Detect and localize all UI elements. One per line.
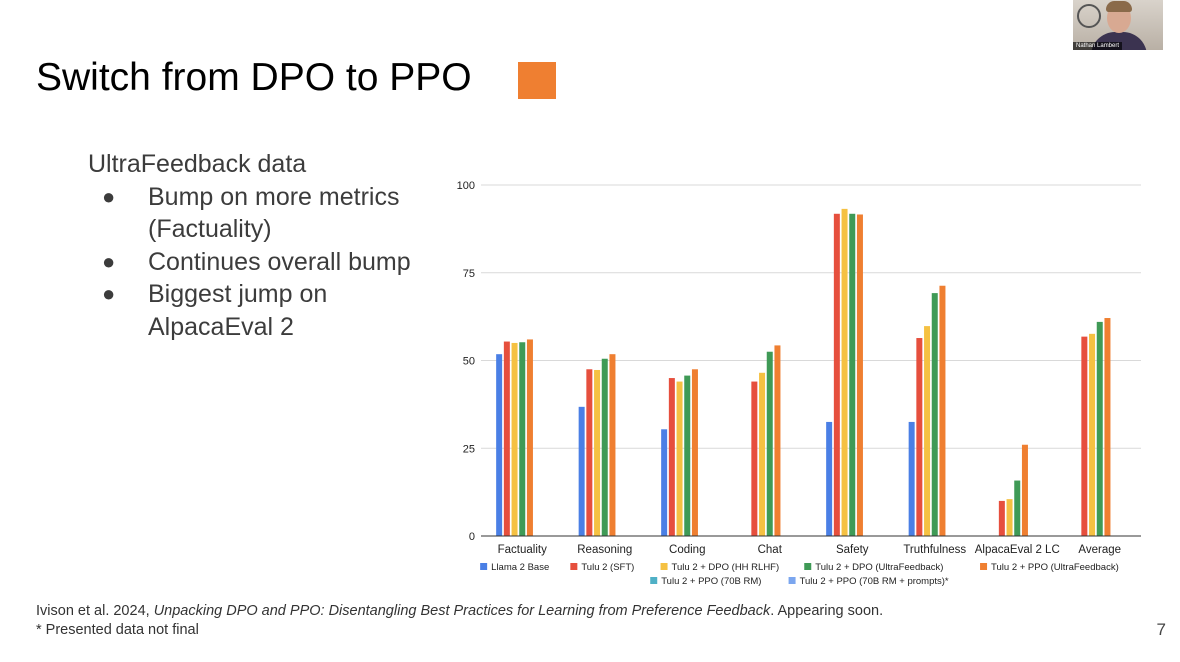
presenter-hair xyxy=(1106,1,1132,12)
legend-swatch xyxy=(480,563,488,570)
bar xyxy=(1006,499,1013,536)
legend-swatch xyxy=(660,563,668,570)
bullet-lead: UltraFeedback data xyxy=(88,150,307,178)
bullet-text: Continues overall bump xyxy=(148,247,411,276)
bar xyxy=(496,354,503,536)
legend-label: Llama 2 Base xyxy=(491,562,549,573)
y-tick-label: 100 xyxy=(457,180,475,192)
bar xyxy=(661,429,668,536)
bar xyxy=(908,421,915,536)
legend-label: Tulu 2 + PPO (70B RM) xyxy=(661,576,761,587)
bar xyxy=(759,372,766,536)
bar xyxy=(1096,321,1103,536)
x-tick-label: Coding xyxy=(669,544,705,556)
bar xyxy=(916,338,923,536)
legend-label: Tulu 2 + DPO (UltraFeedback) xyxy=(815,562,943,573)
bar xyxy=(1021,444,1028,536)
y-tick-label: 75 xyxy=(463,268,475,280)
y-tick-label: 25 xyxy=(463,443,475,455)
legend-swatch xyxy=(980,563,988,570)
bar xyxy=(826,421,833,536)
bullet-text: Bump on more metrics (Factuality) xyxy=(148,182,400,244)
webcam-name-label: Nathan Lambert xyxy=(1073,42,1123,50)
x-tick-label: Average xyxy=(1078,544,1121,556)
bicycle-wheel-icon xyxy=(1077,4,1101,28)
bar xyxy=(503,341,510,536)
bullet-item: ● Biggest jump on AlpacaEval 2 xyxy=(88,278,448,343)
data-note: * Presented data not final xyxy=(36,621,199,638)
x-tick-label: Safety xyxy=(836,544,869,556)
bar-chart: 0 25 50 75 100 Factuality Reasoning Coding Chat S… xyxy=(457,180,1141,587)
bar xyxy=(833,213,840,537)
bar xyxy=(601,358,608,536)
legend-swatch xyxy=(804,563,812,570)
legend-label: Tulu 2 (SFT) xyxy=(581,562,634,573)
bar xyxy=(766,351,773,536)
bar xyxy=(511,342,518,536)
bar xyxy=(594,369,601,536)
bar xyxy=(586,369,593,536)
bar xyxy=(578,406,585,536)
legend-label: Tulu 2 + PPO (70B RM + prompts)* xyxy=(800,576,949,587)
bar xyxy=(519,342,526,536)
bar xyxy=(849,213,856,537)
bullet-dot-icon: ● xyxy=(102,248,116,274)
bullet-item: ● Continues overall bump xyxy=(88,246,448,279)
x-tick-label: Truthfulness xyxy=(903,544,966,556)
bar xyxy=(676,381,683,536)
bar xyxy=(1089,333,1096,536)
bar xyxy=(841,208,848,537)
x-tick-label: Reasoning xyxy=(577,544,632,556)
bullet-dot-icon: ● xyxy=(102,281,116,306)
x-tick-label: Chat xyxy=(758,544,783,556)
bar xyxy=(998,500,1005,536)
bullet-text: Biggest jump on AlpacaEval 2 xyxy=(148,280,328,341)
bar xyxy=(924,326,931,536)
citation-title: Unpacking DPO and PPO: Disentangling Bes… xyxy=(153,603,771,619)
citation-prefix: Ivison et al. 2024, xyxy=(36,603,154,619)
bar xyxy=(609,354,616,536)
bar xyxy=(856,214,863,536)
bar xyxy=(526,339,533,536)
page-number: 7 xyxy=(1156,620,1166,639)
slide-title: Switch from DPO to PPO xyxy=(36,56,472,99)
y-tick-label: 0 xyxy=(469,531,475,543)
bullet-item: ● Bump on more metrics (Factuality) xyxy=(88,181,448,246)
bar xyxy=(668,378,675,536)
bar xyxy=(931,293,938,536)
citation-line: Ivison et al. 2024, Unpacking DPO and PP… xyxy=(36,602,883,621)
bar xyxy=(751,381,758,536)
accent-square xyxy=(518,62,556,99)
bullet-list: ● Bump on more metrics (Factuality) ● Co… xyxy=(88,181,448,344)
legend-swatch xyxy=(650,577,658,584)
bar xyxy=(939,285,946,536)
footer-citation: Ivison et al. 2024, Unpacking DPO and PP… xyxy=(36,602,883,639)
bar xyxy=(1104,318,1111,536)
bar xyxy=(691,369,698,536)
legend-swatch xyxy=(788,577,796,584)
citation-suffix: . Appearing soon. xyxy=(770,603,884,619)
y-tick-label: 50 xyxy=(463,356,475,368)
bar xyxy=(774,345,781,536)
bar xyxy=(684,375,691,536)
bar xyxy=(1014,480,1021,536)
legend-label: Tulu 2 + PPO (UltraFeedback) xyxy=(991,562,1119,573)
bullet-section: UltraFeedback data ● Bump on more metric… xyxy=(88,148,448,343)
webcam-thumbnail: Nathan Lambert xyxy=(1073,0,1163,50)
x-tick-label: Factuality xyxy=(498,544,547,556)
bullet-dot-icon: ● xyxy=(102,183,116,209)
legend-swatch xyxy=(570,563,578,570)
bar xyxy=(1081,336,1088,536)
x-tick-label: AlpacaEval 2 LC xyxy=(975,544,1060,556)
legend-label: Tulu 2 + DPO (HH RLHF) xyxy=(672,562,780,573)
